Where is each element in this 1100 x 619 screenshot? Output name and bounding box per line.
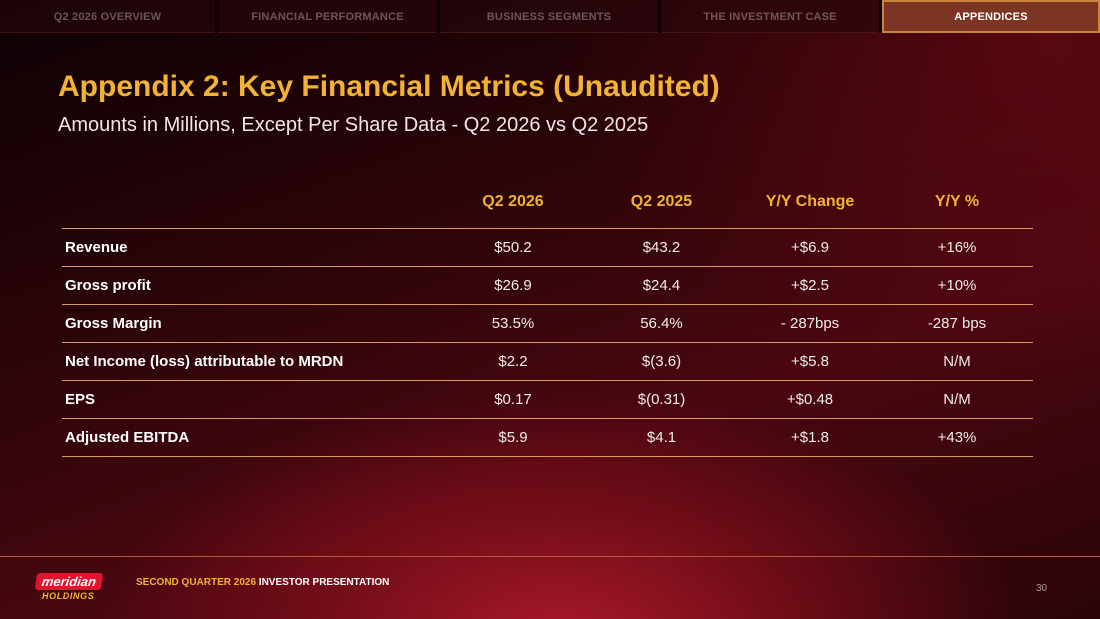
cell-q2-2025: $24.4 (642, 277, 681, 294)
table-row: Gross profit $26.9 $24.4 +$2.5 +10% (62, 267, 1033, 305)
row-label: Gross Margin (65, 315, 162, 332)
cell-yy-change: +$6.9 (791, 239, 829, 256)
header-yy-pct: Y/Y % (934, 193, 980, 210)
metrics-table: Q2 2026 Q2 2025 Y/Y Change Y/Y % Revenue… (62, 176, 1033, 457)
cell-q2-2026: 53.5% (491, 315, 535, 332)
cell-q2-2025: $4.1 (646, 429, 677, 446)
page-subtitle: Amounts in Millions, Except Per Share Da… (58, 114, 649, 136)
footer-caption-highlight: SECOND QUARTER 2026 (136, 577, 257, 588)
row-label: Gross profit (65, 277, 151, 294)
row-label: Net Income (loss) attributable to MRDN (65, 353, 344, 370)
nav-tab-business-segments[interactable]: BUSINESS SEGMENTS (440, 0, 661, 33)
footer-caption-rest: INVESTOR PRESENTATION (256, 577, 390, 588)
table-row: EPS $0.17 $(0.31) +$0.48 N/M (62, 381, 1033, 419)
cell-yy-pct: N/M (943, 353, 971, 370)
cell-q2-2025: $(0.31) (637, 391, 686, 408)
table-row: Net Income (loss) attributable to MRDN $… (62, 343, 1033, 381)
row-label: Revenue (65, 239, 128, 256)
cell-q2-2025: 56.4% (640, 315, 683, 332)
nav-tab-q2-2026-overview[interactable]: Q2 2026 OVERVIEW (0, 0, 218, 33)
cell-yy-pct: +10% (937, 277, 977, 294)
nav-tab-financial-performance[interactable]: FINANCIAL PERFORMANCE (218, 0, 440, 33)
header-q2-2025: Q2 2025 (630, 193, 693, 210)
cell-yy-pct: +16% (937, 239, 977, 256)
cell-yy-change: +$5.8 (791, 353, 829, 370)
table-row: Revenue $50.2 $43.2 +$6.9 +16% (62, 229, 1033, 267)
cell-q2-2025: $43.2 (642, 239, 681, 256)
row-label: EPS (65, 391, 96, 408)
cell-yy-change: +$2.5 (791, 277, 829, 294)
table-header: Q2 2026 Q2 2025 Y/Y Change Y/Y % (62, 176, 1033, 229)
cell-yy-change: +$1.8 (791, 429, 829, 446)
table-row: Adjusted EBITDA $5.9 $4.1 +$1.8 +43% (62, 419, 1033, 457)
page-title: Appendix 2: Key Financial Metrics (Unaud… (58, 70, 720, 103)
cell-q2-2026: $5.9 (498, 429, 528, 446)
header-yy-change: Y/Y Change (765, 193, 855, 210)
logo-wordmark: meridian (34, 573, 104, 590)
page-number: 30 (1036, 583, 1048, 594)
cell-yy-change: - 287bps (780, 315, 840, 332)
cell-q2-2026: $26.9 (494, 277, 532, 294)
table-row: Gross Margin 53.5% 56.4% - 287bps -287 b… (62, 305, 1033, 343)
cell-q2-2026: $50.2 (494, 239, 532, 256)
header-q2-2026: Q2 2026 (482, 193, 544, 210)
top-nav: Q2 2026 OVERVIEW FINANCIAL PERFORMANCE B… (0, 0, 1100, 33)
cell-yy-pct: +43% (937, 429, 977, 446)
footer-divider (0, 556, 1100, 557)
nav-tab-investment-case[interactable]: THE INVESTMENT CASE (661, 0, 882, 33)
nav-tab-appendices[interactable]: APPENDICES (882, 0, 1100, 33)
cell-q2-2026: $2.2 (498, 353, 528, 370)
row-label: Adjusted EBITDA (65, 429, 190, 446)
cell-yy-change: +$0.48 (786, 391, 834, 408)
cell-yy-pct: N/M (943, 391, 971, 408)
logo-subtext: HOLDINGS (42, 591, 95, 601)
footer-caption: SECOND QUARTER 2026 INVESTOR PRESENTATIO… (136, 577, 389, 588)
company-logo: meridian HOLDINGS (34, 573, 108, 603)
cell-q2-2026: $0.17 (494, 391, 532, 408)
cell-q2-2025: $(3.6) (641, 353, 682, 370)
cell-yy-pct: -287 bps (927, 315, 987, 332)
